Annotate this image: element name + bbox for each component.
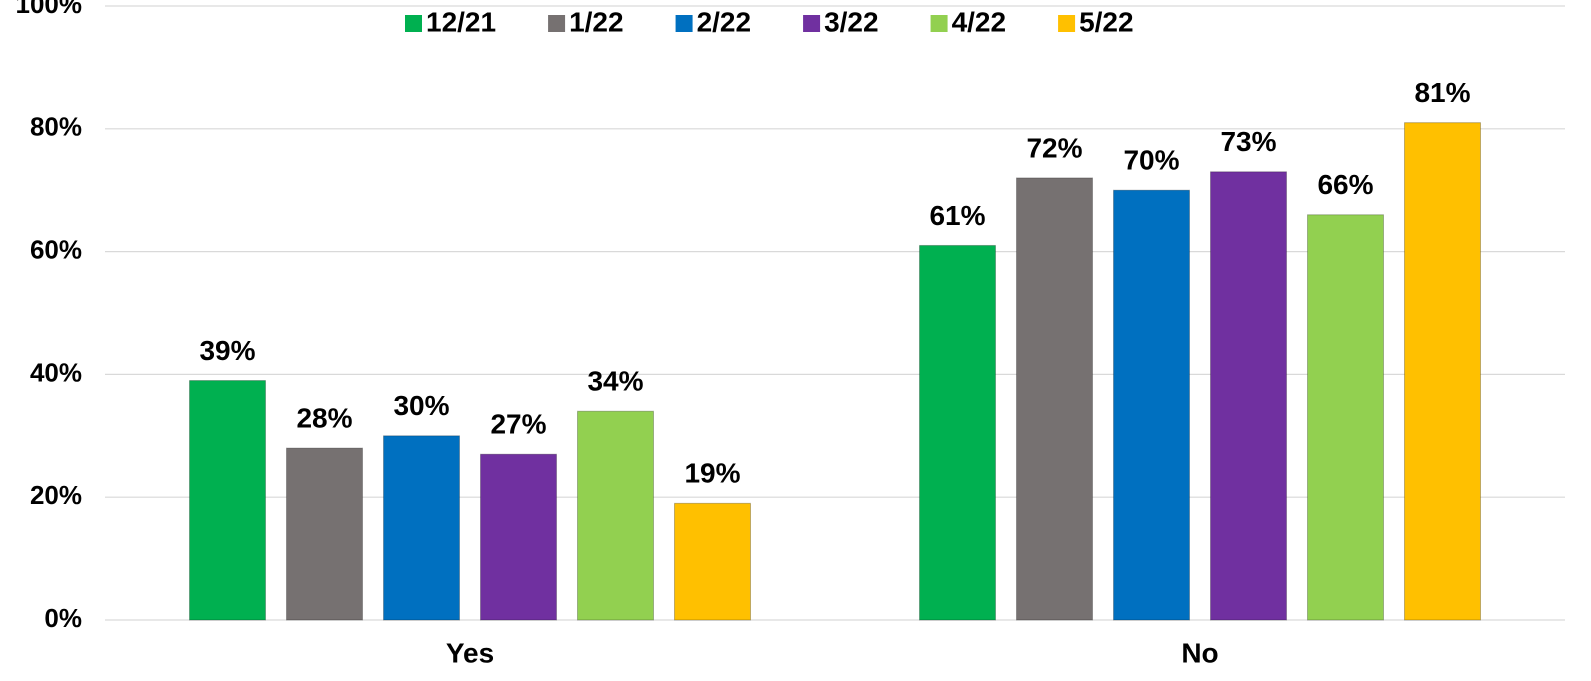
legend-label: 2/22	[697, 6, 752, 37]
legend-swatch	[1058, 15, 1076, 32]
x-tick-label: No	[1181, 637, 1218, 668]
data-label: 81%	[1414, 77, 1470, 108]
data-label: 28%	[296, 402, 352, 433]
data-label: 73%	[1220, 126, 1276, 157]
bar	[1307, 214, 1384, 621]
data-label: 34%	[587, 366, 643, 397]
data-label: 61%	[929, 200, 985, 231]
bar	[480, 453, 557, 621]
bar	[674, 502, 751, 621]
y-tick-label: 60%	[30, 234, 82, 264]
data-label: 70%	[1123, 145, 1179, 176]
bar	[577, 410, 654, 621]
data-label: 27%	[490, 409, 546, 440]
bar	[1016, 177, 1093, 621]
bar	[286, 447, 363, 621]
bar	[189, 380, 266, 621]
legend-label: 3/22	[824, 6, 879, 37]
bar	[1113, 189, 1190, 621]
y-tick-label: 100%	[16, 0, 83, 19]
legend-label: 4/22	[952, 6, 1007, 37]
bar	[919, 244, 996, 621]
bar	[1210, 171, 1287, 621]
legend-label: 12/21	[426, 6, 496, 37]
y-tick-label: 0%	[44, 603, 82, 633]
legend-swatch	[405, 15, 422, 32]
y-tick-label: 20%	[30, 480, 82, 510]
legend-swatch	[803, 15, 821, 32]
legend-swatch	[930, 15, 948, 32]
y-tick-label: 40%	[30, 357, 82, 387]
legend-swatch	[675, 15, 693, 32]
x-tick-label: Yes	[446, 637, 494, 668]
y-tick-label: 80%	[30, 112, 82, 142]
legend-label: 1/22	[569, 6, 624, 37]
bar	[1404, 122, 1481, 621]
data-label: 30%	[393, 390, 449, 421]
data-label: 19%	[684, 458, 740, 489]
legend-swatch	[548, 15, 566, 32]
data-label: 39%	[199, 335, 255, 366]
legend-label: 5/22	[1079, 6, 1134, 37]
bar	[383, 435, 460, 621]
data-label: 66%	[1317, 169, 1373, 200]
data-label: 72%	[1026, 132, 1082, 163]
